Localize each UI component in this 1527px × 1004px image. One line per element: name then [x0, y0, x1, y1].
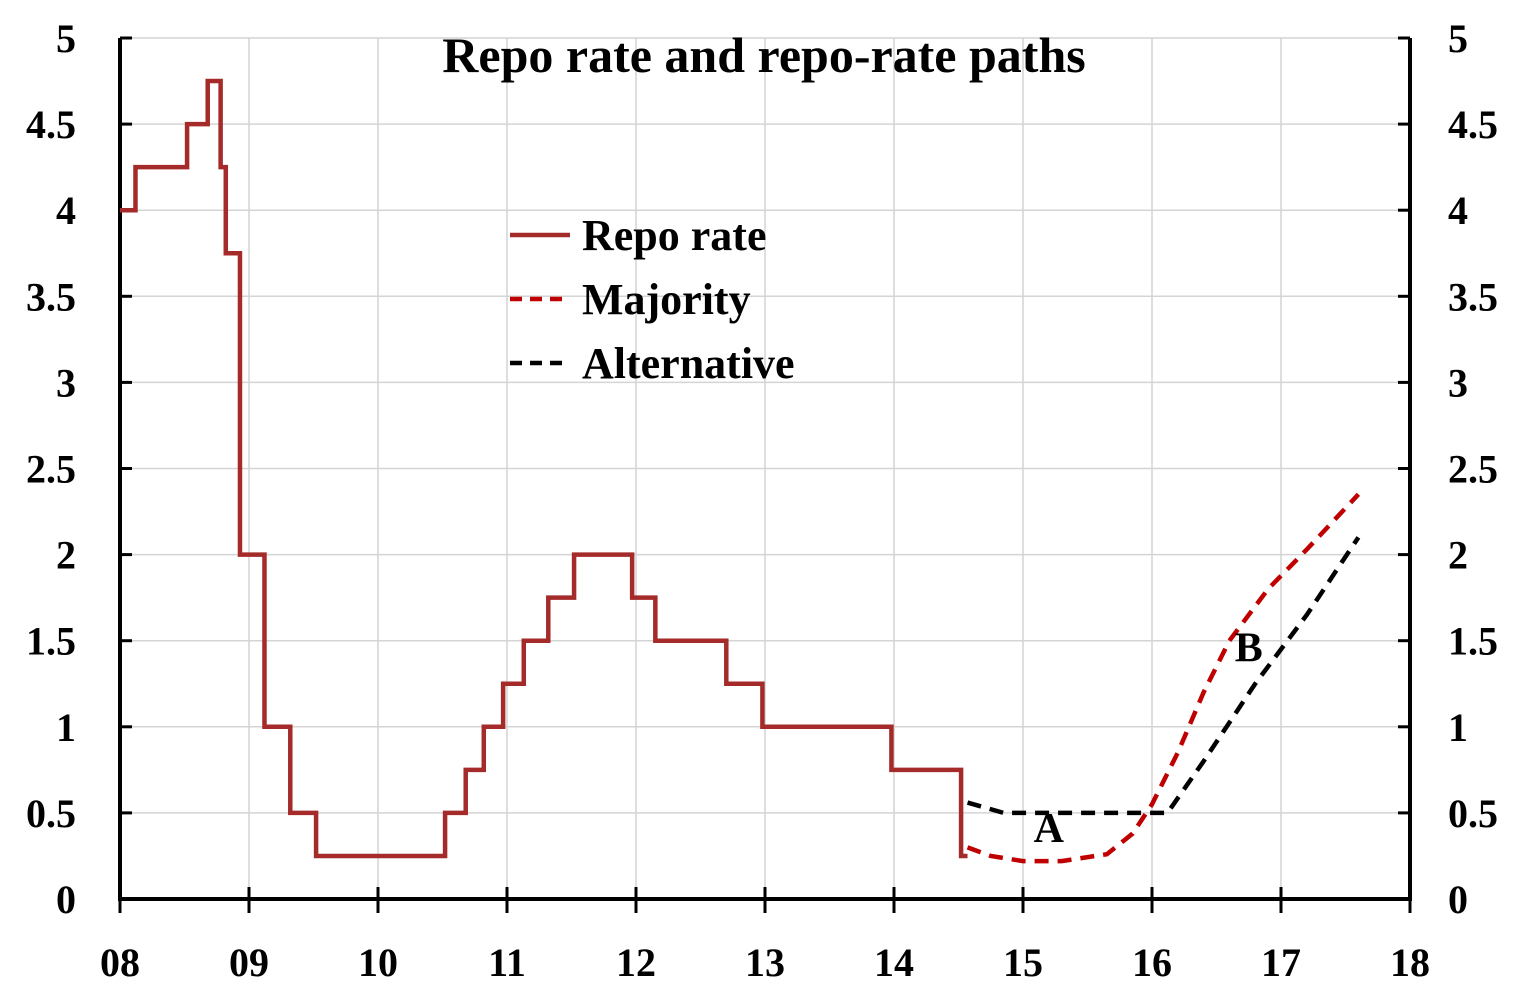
x-tick-label: 13 [745, 940, 785, 985]
series-line-repo-rate [120, 78, 968, 859]
y-tick-label-left: 1 [56, 705, 76, 750]
y-tick-label-right: 3.5 [1448, 274, 1498, 319]
x-tick-label: 12 [616, 940, 656, 985]
y-tick-label-left: 5 [56, 16, 76, 61]
y-tick-label-left: 0.5 [26, 791, 76, 836]
y-tick-label-left: 3 [56, 360, 76, 405]
x-tick-label: 18 [1390, 940, 1430, 985]
y-tick-label-right: 0 [1448, 877, 1468, 922]
x-tick-label: 11 [488, 940, 526, 985]
legend-label: Majority [582, 275, 751, 324]
annotation-label: A [1034, 806, 1065, 852]
x-tick-label: 08 [100, 940, 140, 985]
y-tick-label-left: 1.5 [26, 619, 76, 664]
x-tick-label: 14 [874, 940, 914, 985]
x-tick-label: 17 [1261, 940, 1301, 985]
y-tick-label-right: 3 [1448, 360, 1468, 405]
chart-title: Repo rate and repo-rate paths [442, 27, 1085, 83]
y-tick-label-right: 5 [1448, 16, 1468, 61]
annotation-label: B [1235, 625, 1263, 671]
y-tick-label-right: 2 [1448, 533, 1468, 578]
y-tick-label-left: 2 [56, 533, 76, 578]
series-lines [120, 78, 1361, 864]
y-tick-label-right: 0.5 [1448, 791, 1498, 836]
x-tick-label: 09 [229, 940, 269, 985]
x-tick-label: 10 [358, 940, 398, 985]
series-line-majority [966, 492, 1361, 864]
x-tick-label: 16 [1132, 940, 1172, 985]
y-tick-label-left: 4 [56, 188, 76, 233]
y-tick-label-right: 1 [1448, 705, 1468, 750]
x-tick-label: 15 [1003, 940, 1043, 985]
annotations: AB [1034, 625, 1263, 852]
legend: Repo rate Majority Alternative [510, 211, 795, 388]
legend-label: Alternative [582, 339, 795, 388]
y-tick-label-left: 3.5 [26, 274, 76, 319]
y-tick-label-left: 4.5 [26, 102, 76, 147]
y-tick-label-left: 0 [56, 877, 76, 922]
tick-labels: 0 00.5 0.51 11.5 1.52 22.5 2.53 33.5 3.54 44.5 4.5… [26, 16, 1498, 985]
y-tick-label-left: 2.5 [26, 447, 76, 492]
y-tick-label-right: 2.5 [1448, 447, 1498, 492]
legend-label: Repo rate [582, 211, 767, 260]
axes [118, 36, 1412, 913]
y-tick-label-right: 4.5 [1448, 102, 1498, 147]
y-tick-label-right: 4 [1448, 188, 1468, 233]
grid-lines [119, 37, 1411, 900]
series-line-alternative [966, 536, 1361, 816]
y-tick-label-right: 1.5 [1448, 619, 1498, 664]
